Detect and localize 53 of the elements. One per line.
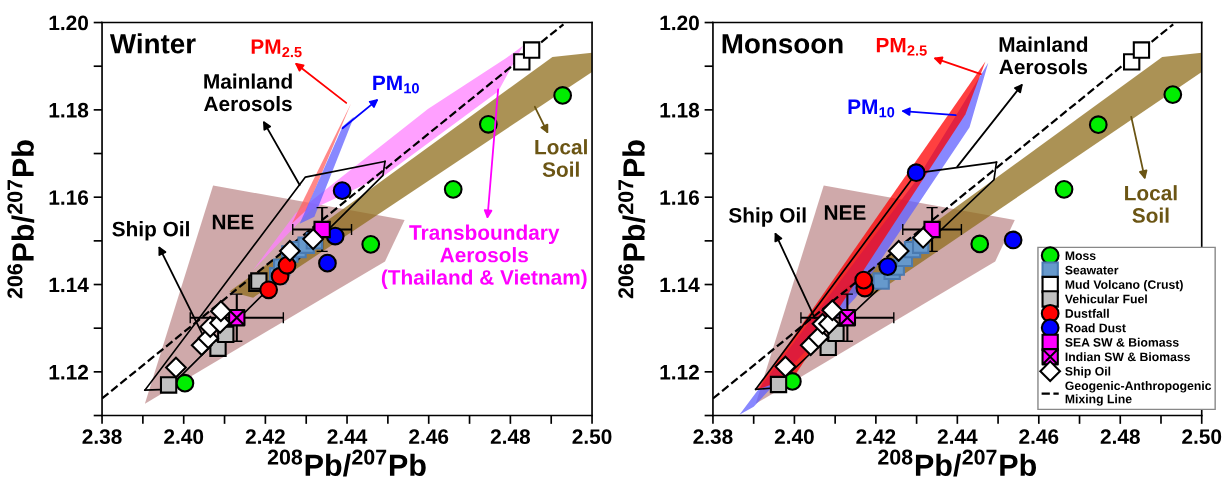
legend-label: Dustfall bbox=[1065, 308, 1109, 318]
annotation: Ship Oil bbox=[728, 207, 806, 227]
legend-label: Ship Oil bbox=[1065, 366, 1111, 379]
legend-label: SEA SW & Biomass bbox=[1065, 337, 1179, 347]
annotation: Ship Oil bbox=[112, 221, 189, 241]
legend-label: Indian SW & Biomass bbox=[1065, 352, 1190, 362]
legend-label: Geogenic-Anthropogenic Mixing Line bbox=[1065, 381, 1212, 406]
x-tick-label: 2.44 bbox=[937, 429, 978, 444]
x-tick-label: 2.46 bbox=[1019, 429, 1059, 445]
x-tick-label: 2.44 bbox=[327, 429, 368, 444]
annotation: NEE bbox=[824, 205, 866, 220]
x-tick-label: 2.48 bbox=[1100, 429, 1140, 445]
annotation: PM$_{2.5}$ bbox=[876, 37, 927, 56]
x-tick-label: 2.38 bbox=[693, 429, 733, 445]
legend-label: Mud Volcano (Crust) bbox=[1065, 279, 1183, 292]
y-tick-label: 1.18 bbox=[660, 102, 700, 118]
legend-label: Moss bbox=[1065, 251, 1096, 261]
y-tick-label: 1.14 bbox=[49, 277, 89, 293]
y-axis-title: $^{206}$Pb/$^{207}$Pb bbox=[618, 140, 646, 299]
x-tick-label: 2.42 bbox=[856, 429, 896, 444]
x-tick-label: 2.50 bbox=[1182, 429, 1222, 445]
y-tick-label: 1.18 bbox=[49, 102, 89, 118]
annotation: PM$_{2.5}$ bbox=[251, 39, 302, 58]
y-tick-label: 1.20 bbox=[49, 15, 88, 31]
y-axis-title: $^{206}$Pb/$^{207}$Pb bbox=[7, 140, 35, 299]
x-axis-title: $^{208}$Pb/$^{207}$Pb bbox=[267, 449, 426, 477]
y-tick-label: 1.16 bbox=[660, 190, 700, 205]
annotation: Mainland Aerosols bbox=[204, 73, 292, 112]
annotation: NEE bbox=[212, 214, 254, 230]
y-tick-label: 1.20 bbox=[660, 15, 699, 31]
legend-label: Seawater bbox=[1065, 265, 1119, 275]
chart-title: Winter bbox=[109, 33, 196, 54]
legend-label: Vehicular Fuel bbox=[1064, 294, 1147, 304]
annotation: Transboundary Aerosols (Thailand & Vietnam) bbox=[381, 224, 587, 289]
x-tick-label: 2.40 bbox=[774, 429, 814, 445]
x-tick-label: 2.46 bbox=[409, 429, 449, 445]
y-tick-label: 1.12 bbox=[660, 364, 699, 380]
x-tick-label: 2.48 bbox=[490, 429, 531, 445]
y-tick-label: 1.12 bbox=[49, 364, 89, 380]
y-tick-label: 1.14 bbox=[660, 277, 700, 293]
annotation: PM$_{10}$ bbox=[373, 75, 419, 94]
annotation: PM$_{10}$ bbox=[848, 99, 895, 118]
x-axis-title: $^{208}$Pb/$^{207}$Pb bbox=[878, 449, 1037, 477]
annotation: Local Soil bbox=[1125, 185, 1177, 223]
annotation: Local Soil bbox=[535, 139, 587, 177]
legend-label: Road Dust bbox=[1065, 323, 1126, 333]
annotation: Mainland Aerosols bbox=[999, 36, 1088, 75]
x-tick-label: 2.40 bbox=[164, 429, 204, 445]
x-tick-label: 2.38 bbox=[82, 429, 122, 445]
x-tick-label: 2.50 bbox=[572, 429, 612, 445]
y-tick-label: 1.16 bbox=[49, 190, 89, 205]
chart-title: Monsoon bbox=[722, 34, 843, 54]
x-tick-label: 2.42 bbox=[245, 429, 285, 444]
